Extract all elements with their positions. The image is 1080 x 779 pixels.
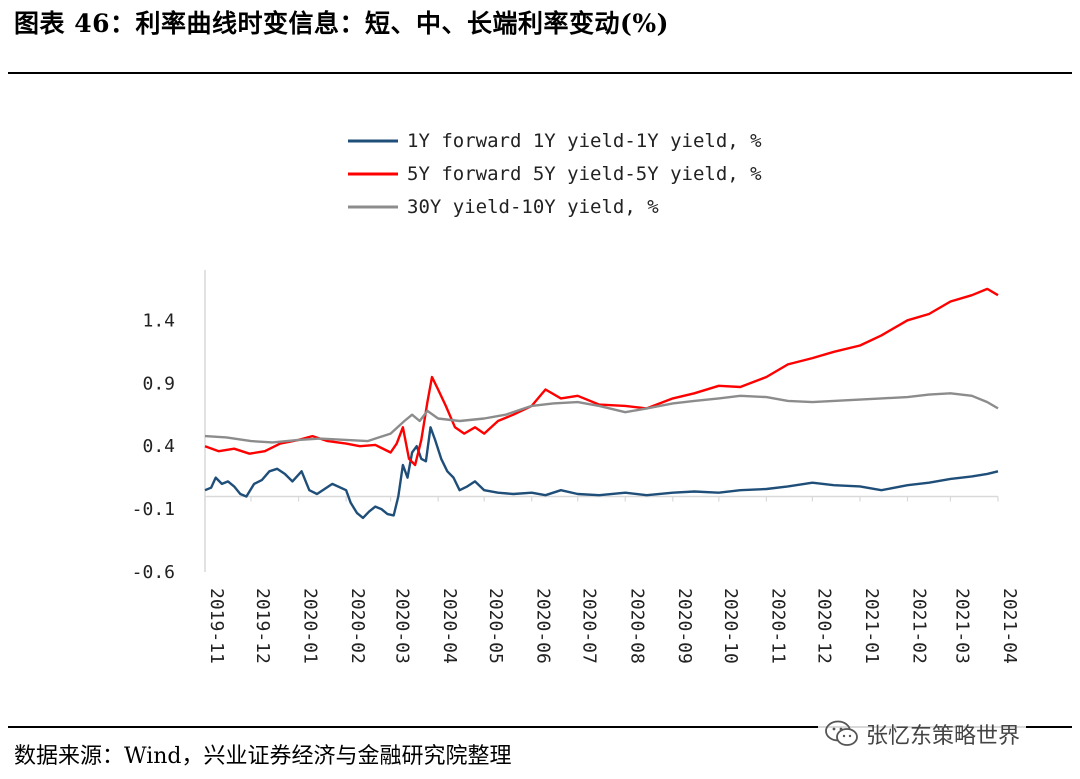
watermark: 张忆东策略世界 xyxy=(818,714,1027,754)
x-tick-label: 2020-07 xyxy=(579,588,600,664)
x-tick-label: 2021-03 xyxy=(951,588,972,664)
x-tick-label: 2020-12 xyxy=(813,588,834,664)
series-line-3 xyxy=(204,392,999,444)
x-tick-label: 2020-01 xyxy=(300,588,321,664)
legend: 1Y forward 1Y yield-1Y yield, % 5Y forwar… xyxy=(348,130,762,218)
y-tick-label: -0.6 xyxy=(132,562,175,583)
y-tick-label: 0.4 xyxy=(142,436,175,457)
y-axis: 1.4 0.9 0.4 -0.1 -0.6 xyxy=(132,270,206,583)
data-source: 数据来源：Wind，兴业证券经济与金融研究院整理 xyxy=(14,744,512,769)
x-tick-label: 2020-05 xyxy=(485,588,506,664)
x-tick-label: 2020-09 xyxy=(674,588,695,664)
line-chart: 1Y forward 1Y yield-1Y yield, % 5Y forwar… xyxy=(132,130,1020,664)
series-line-1 xyxy=(204,426,999,520)
legend-label-3: 30Y yield-10Y yield, % xyxy=(407,196,659,218)
bottom-divider xyxy=(8,726,1072,728)
x-tick-label: 2020-04 xyxy=(439,588,460,664)
x-tick-label: 2020-06 xyxy=(533,588,554,664)
plot-area xyxy=(204,287,999,520)
x-tick-label: 2020-08 xyxy=(626,588,647,664)
y-tick-label: 1.4 xyxy=(142,310,175,331)
x-tick-label: 2019-11 xyxy=(206,588,227,664)
legend-label-1: 1Y forward 1Y yield-1Y yield, % xyxy=(407,130,762,152)
x-tick-label: 2020-02 xyxy=(347,588,368,664)
y-tick-label: 0.9 xyxy=(142,373,175,394)
x-tick-label: 2021-01 xyxy=(861,588,882,664)
legend-label-2: 5Y forward 5Y yield-5Y yield, % xyxy=(407,163,762,185)
y-tick-label: -0.1 xyxy=(132,499,175,520)
wechat-icon xyxy=(825,720,858,746)
x-tick-label: 2020-03 xyxy=(392,588,413,664)
x-axis: 2019-11 2019-12 2020-01 2020-02 2020-03 2020-… xyxy=(204,495,1020,664)
watermark-text: 张忆东策略世界 xyxy=(866,724,1021,749)
x-tick-label: 2019-12 xyxy=(252,588,273,664)
x-tick-label: 2020-11 xyxy=(767,588,788,664)
x-tick-label: 2020-10 xyxy=(720,588,741,664)
series-line-2 xyxy=(204,287,999,467)
x-tick-label: 2021-04 xyxy=(999,588,1020,664)
chart-title: 图表 46：利率曲线时变信息：短、中、长端利率变动(%) xyxy=(14,9,669,38)
x-tick-label: 2021-02 xyxy=(909,588,930,664)
top-divider xyxy=(8,72,1072,74)
